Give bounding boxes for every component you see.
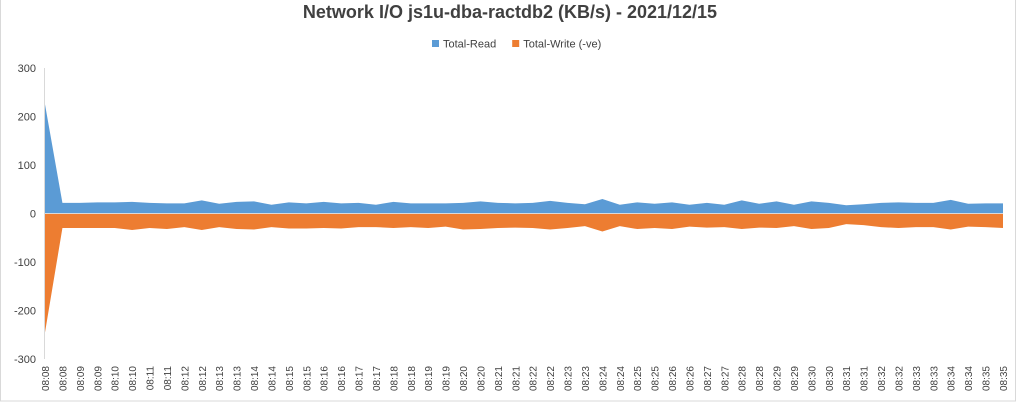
x-tick-label: 08:28 [738,366,749,391]
x-tick-label: 08:32 [877,366,888,391]
x-tick-label: 08:20 [476,366,487,391]
x-tick-label: 08:14 [267,366,278,391]
x-tick-label: 08:22 [529,366,540,391]
y-tick-label: -200 [14,306,36,318]
x-tick-label: 08:23 [581,366,592,391]
x-tick-label: 08:21 [511,366,522,391]
x-tick-label: 08:11 [146,366,157,391]
y-tick-label: -100 [14,257,36,269]
chart-border [0,0,1016,402]
x-tick-label: 08:29 [773,366,784,391]
x-tick-label: 08:08 [58,366,69,391]
legend-label: Total-Read [443,39,496,51]
x-tick-label: 08:10 [111,366,122,391]
x-tick-label: 08:30 [807,366,818,391]
x-tick-label: 08:17 [372,366,383,391]
x-tick-label: 08:16 [337,366,348,391]
x-tick-label: 08:13 [233,366,244,391]
x-tick-label: 08:32 [894,366,905,391]
x-tick-label: 08:08 [41,366,52,391]
y-tick-label: 0 [30,209,36,221]
x-tick-label: 08:13 [215,366,226,391]
x-tick-label: 08:24 [598,366,609,391]
legend-swatch [432,40,439,47]
x-tick-label: 08:09 [93,366,104,391]
x-tick-label: 08:09 [76,366,87,391]
x-tick-label: 08:16 [320,366,331,391]
y-tick-label: 100 [18,160,36,172]
x-tick-label: 08:31 [842,366,853,391]
x-tick-label: 08:33 [912,366,923,391]
x-tick-label: 08:11 [163,366,174,391]
x-tick-label: 08:15 [302,366,313,391]
x-tick-label: 08:25 [633,366,644,391]
x-tick-label: 08:15 [285,366,296,391]
x-tick-label: 08:18 [407,366,418,391]
x-tick-label: 08:35 [999,366,1010,391]
x-tick-label: 08:24 [616,366,627,391]
x-tick-label: 08:19 [424,366,435,391]
x-tick-label: 08:21 [494,366,505,391]
x-tick-label: 08:27 [703,366,714,391]
y-tick-label: 300 [18,63,36,75]
x-tick-label: 08:34 [947,366,958,391]
area [45,213,1003,333]
x-tick-label: 08:27 [720,366,731,391]
x-tick-label: 08:26 [685,366,696,391]
x-tick-label: 08:20 [459,366,470,391]
x-tick-label: 08:10 [128,366,139,391]
legend-label: Total-Write (-ve) [523,39,601,51]
x-tick-label: 08:19 [442,366,453,391]
x-tick-label: 08:26 [668,366,679,391]
x-tick-label: 08:34 [964,366,975,391]
area [45,104,1003,214]
y-tick-label: 200 [18,112,36,124]
x-tick-label: 08:14 [250,366,261,391]
x-tick-label: 08:23 [564,366,575,391]
x-tick-label: 08:31 [860,366,871,391]
x-tick-label: 08:33 [929,366,940,391]
x-tick-label: 08:17 [355,366,366,391]
x-tick-label: 08:35 [982,366,993,391]
x-tick-label: 08:22 [546,366,557,391]
legend-swatch [512,40,520,47]
x-tick-label: 08:29 [790,366,801,391]
x-tick-label: 08:28 [755,366,766,391]
chart-title: Network I/O js1u-dba-ractdb2 (KB/s) - 20… [303,2,717,22]
x-tick-label: 08:25 [651,366,662,391]
x-tick-label: 08:12 [198,366,209,391]
x-tick-label: 08:12 [180,366,191,391]
x-tick-label: 08:18 [389,366,400,391]
x-tick-label: 08:30 [825,366,836,391]
y-tick-label: -300 [14,354,36,366]
